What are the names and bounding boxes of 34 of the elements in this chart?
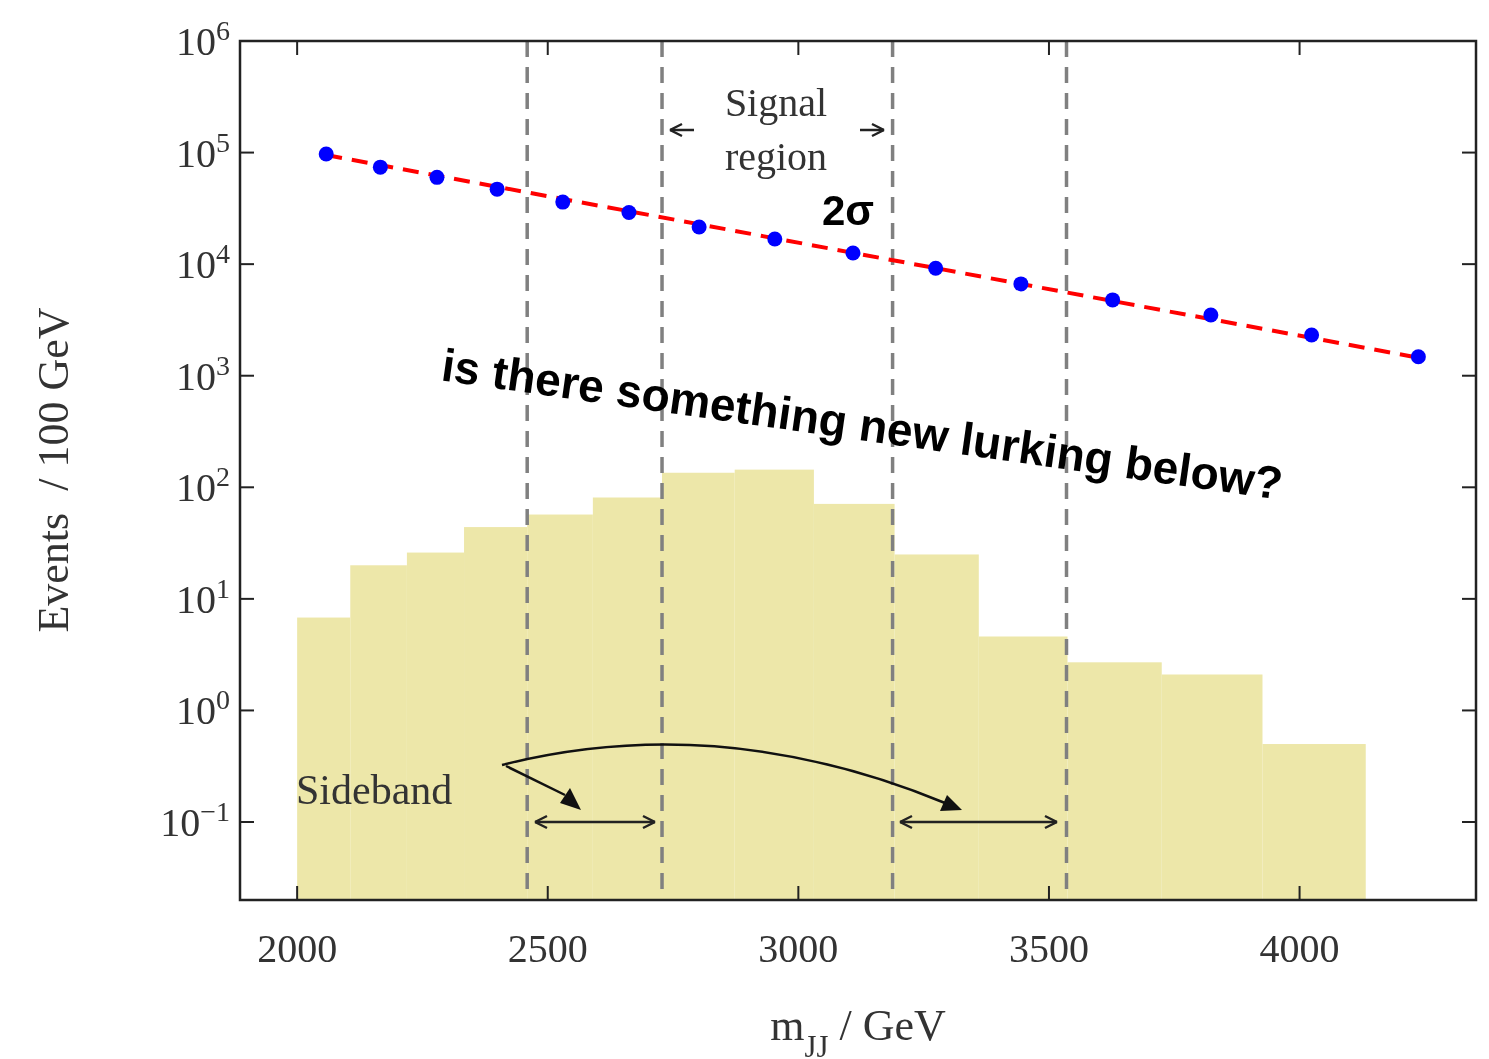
y-tick-label: 10$^{0}$: [176, 683, 230, 734]
point: [767, 231, 783, 247]
point: [372, 159, 388, 175]
x-tick-label: 3500: [1008, 926, 1089, 971]
point: [1105, 292, 1121, 308]
point: [429, 169, 445, 185]
point: [1203, 307, 1219, 323]
point: [318, 146, 334, 162]
x-tick-label: 4000: [1259, 926, 1340, 971]
x-axis-title: m$_{JJ}$ / GeV: [770, 1001, 946, 1059]
y-tick-label: 10$^{1}$: [176, 572, 230, 622]
annotation: 2σ: [821, 187, 875, 234]
x-tick-label: 2000: [257, 926, 338, 971]
point: [1410, 349, 1426, 365]
y-axis-title: Events / 100 GeV: [29, 307, 78, 633]
annotation: Sideband: [296, 767, 453, 813]
y-tick-label: 10$^{2}$: [176, 460, 230, 511]
x-tick-label: 3000: [758, 926, 839, 971]
point: [1304, 327, 1320, 343]
y-tick-label: 10$^{6}$: [176, 14, 230, 64]
point: [928, 260, 944, 276]
x-tick-label: 2500: [507, 926, 588, 971]
y-tick-label: 10$^{5}$: [176, 126, 230, 176]
point: [621, 205, 637, 221]
point: [555, 194, 571, 210]
point: [489, 181, 505, 197]
y-tick-label: 10$^{−1}$: [160, 795, 230, 846]
point: [691, 219, 707, 235]
y-tick-label: 10$^{3}$: [176, 349, 230, 399]
annotation: Signal region: [724, 80, 828, 179]
point: [1013, 276, 1029, 292]
point: [845, 245, 861, 261]
annotation: is there something new lurking below?: [438, 338, 1286, 510]
y-tick-label: 10$^{4}$: [176, 237, 230, 288]
